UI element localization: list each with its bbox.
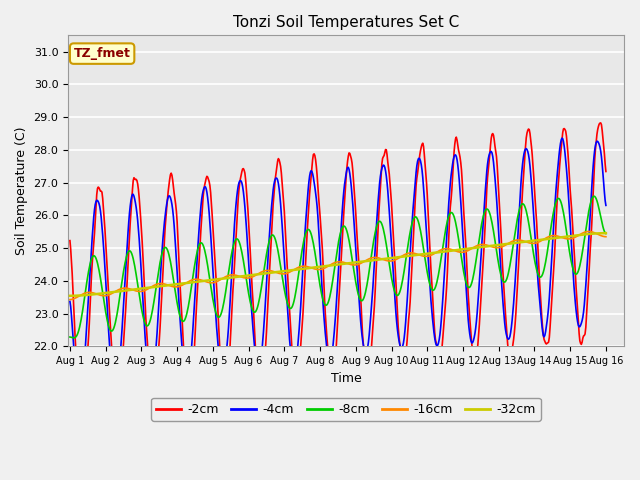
Y-axis label: Soil Temperature (C): Soil Temperature (C) — [15, 127, 28, 255]
Text: TZ_fmet: TZ_fmet — [74, 47, 131, 60]
Legend: -2cm, -4cm, -8cm, -16cm, -32cm: -2cm, -4cm, -8cm, -16cm, -32cm — [151, 398, 541, 421]
X-axis label: Time: Time — [331, 372, 362, 384]
Title: Tonzi Soil Temperatures Set C: Tonzi Soil Temperatures Set C — [233, 15, 459, 30]
